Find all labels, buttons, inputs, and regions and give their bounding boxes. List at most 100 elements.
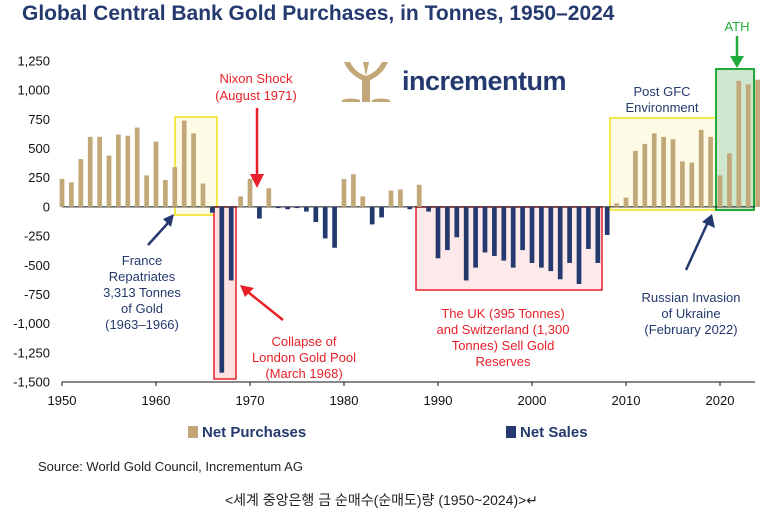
y-tick-label: -500 [24, 258, 50, 273]
y-tick-label: -1,000 [13, 316, 50, 331]
legend-swatch-sales [506, 426, 516, 438]
london-label-3: (March 1968) [265, 366, 342, 381]
bar-2002 [548, 206, 554, 272]
bar-2013 [651, 133, 657, 207]
bar-1989 [426, 206, 431, 212]
bar-1966 [210, 206, 215, 213]
incrementum-logo-icon [342, 62, 390, 102]
y-tick-label: -1,250 [13, 345, 50, 360]
bar-1993 [463, 206, 469, 281]
russia-label-2: of Ukraine [661, 306, 720, 321]
bar-1969 [238, 196, 243, 207]
bar-1985 [388, 190, 394, 207]
bar-1955 [106, 155, 112, 207]
x-tick-label: 2000 [518, 393, 547, 408]
y-tick-label: -750 [24, 287, 50, 302]
bar-1954 [97, 136, 102, 207]
x-axis: 1950 1960 1970 1980 1990 2000 2010 2020 [48, 206, 755, 408]
bar-2000 [529, 206, 535, 263]
france-arrow [147, 222, 169, 246]
uk-label-2: and Switzerland (1,300 [437, 322, 570, 337]
france-label-2: Repatriates [109, 269, 176, 284]
london-arrow [247, 291, 284, 321]
ath-arrowhead [730, 56, 744, 68]
bar-2009 [614, 203, 619, 207]
bar-1982 [360, 196, 366, 207]
bar-2022 [736, 80, 742, 207]
bar-2008 [604, 206, 610, 235]
legend-label-purchases: Net Purchases [202, 424, 307, 441]
bar-1968 [228, 206, 234, 281]
bar-2011 [633, 150, 638, 207]
bar-1957 [125, 135, 131, 207]
bar-1979 [332, 206, 337, 248]
bar-1962 [172, 167, 178, 207]
bar-1965 [200, 183, 206, 207]
bar-1956 [116, 134, 121, 207]
bar-1995 [482, 206, 488, 253]
bar-2018 [698, 129, 704, 207]
legend-net-purchases: Net Purchases [188, 424, 306, 441]
source-note: Source: World Gold Council, Incrementum … [38, 459, 303, 474]
bar-1976 [304, 206, 309, 212]
bar-2001 [539, 206, 544, 268]
bar-1987 [407, 206, 413, 210]
bar-1998 [510, 206, 516, 268]
bar-1951 [69, 182, 74, 207]
bar-1958 [134, 127, 140, 207]
bar-1973 [275, 206, 281, 209]
france-label-1: France [122, 253, 162, 268]
x-tick-label: 1980 [330, 393, 359, 408]
russia-arrowhead [702, 214, 715, 228]
x-tick-label: 2010 [612, 393, 641, 408]
bar-2023 [745, 84, 751, 207]
incrementum-logo-text: incrementum [402, 66, 567, 96]
bar-2007 [595, 206, 601, 263]
bars [59, 79, 760, 373]
bar-2004 [567, 206, 572, 263]
bar-1971 [257, 206, 262, 219]
bar-1997 [501, 206, 507, 261]
france-label-5: (1963–1966) [105, 317, 179, 332]
bar-2014 [661, 136, 666, 207]
bar-1984 [379, 206, 384, 218]
russia-label-1: Russian Invasion [642, 290, 741, 305]
bar-1992 [454, 206, 460, 238]
gfc-label-2: Environment [626, 100, 699, 115]
y-tick-label: 1,250 [17, 54, 50, 69]
bar-1999 [520, 206, 525, 251]
london-arrowhead [240, 285, 254, 297]
bar-1970 [247, 178, 253, 207]
nixon-label-1: Nixon Shock [220, 71, 293, 86]
bar-2016 [680, 161, 685, 207]
bar-1963 [181, 120, 187, 207]
nixon-arrowhead [250, 174, 264, 188]
bar-1975 [294, 206, 300, 209]
y-axis: 1,250 1,000 750 500 250 0 -250 -500 -750 -1,000 -1… [13, 54, 50, 390]
bar-2021 [727, 153, 732, 207]
bar-1983 [369, 206, 375, 225]
france-label-4: of Gold [121, 301, 163, 316]
bar-1959 [144, 175, 149, 207]
bar-2005 [576, 206, 582, 284]
x-tick-label: 1990 [424, 393, 453, 408]
bar-1994 [473, 206, 478, 268]
y-tick-label: 750 [28, 112, 50, 127]
russia-arrow [684, 221, 710, 271]
uk-label-3: Tonnes) Sell Gold [452, 338, 555, 353]
bar-1967 [219, 206, 225, 373]
x-tick-label: 1960 [142, 393, 171, 408]
nixon-label-2: (August 1971) [215, 88, 297, 103]
y-tick-label: 250 [28, 170, 50, 185]
london-label-2: London Gold Pool [252, 350, 356, 365]
bar-1986 [398, 189, 403, 207]
bar-2012 [642, 143, 648, 207]
highlight-uk [415, 206, 603, 291]
y-tick-label: 0 [43, 199, 50, 214]
london-label-1: Collapse of [271, 334, 336, 349]
x-tick-label: 2020 [706, 393, 735, 408]
bar-2015 [670, 139, 676, 207]
x-tick-label: 1970 [236, 393, 265, 408]
bar-1974 [285, 206, 290, 210]
